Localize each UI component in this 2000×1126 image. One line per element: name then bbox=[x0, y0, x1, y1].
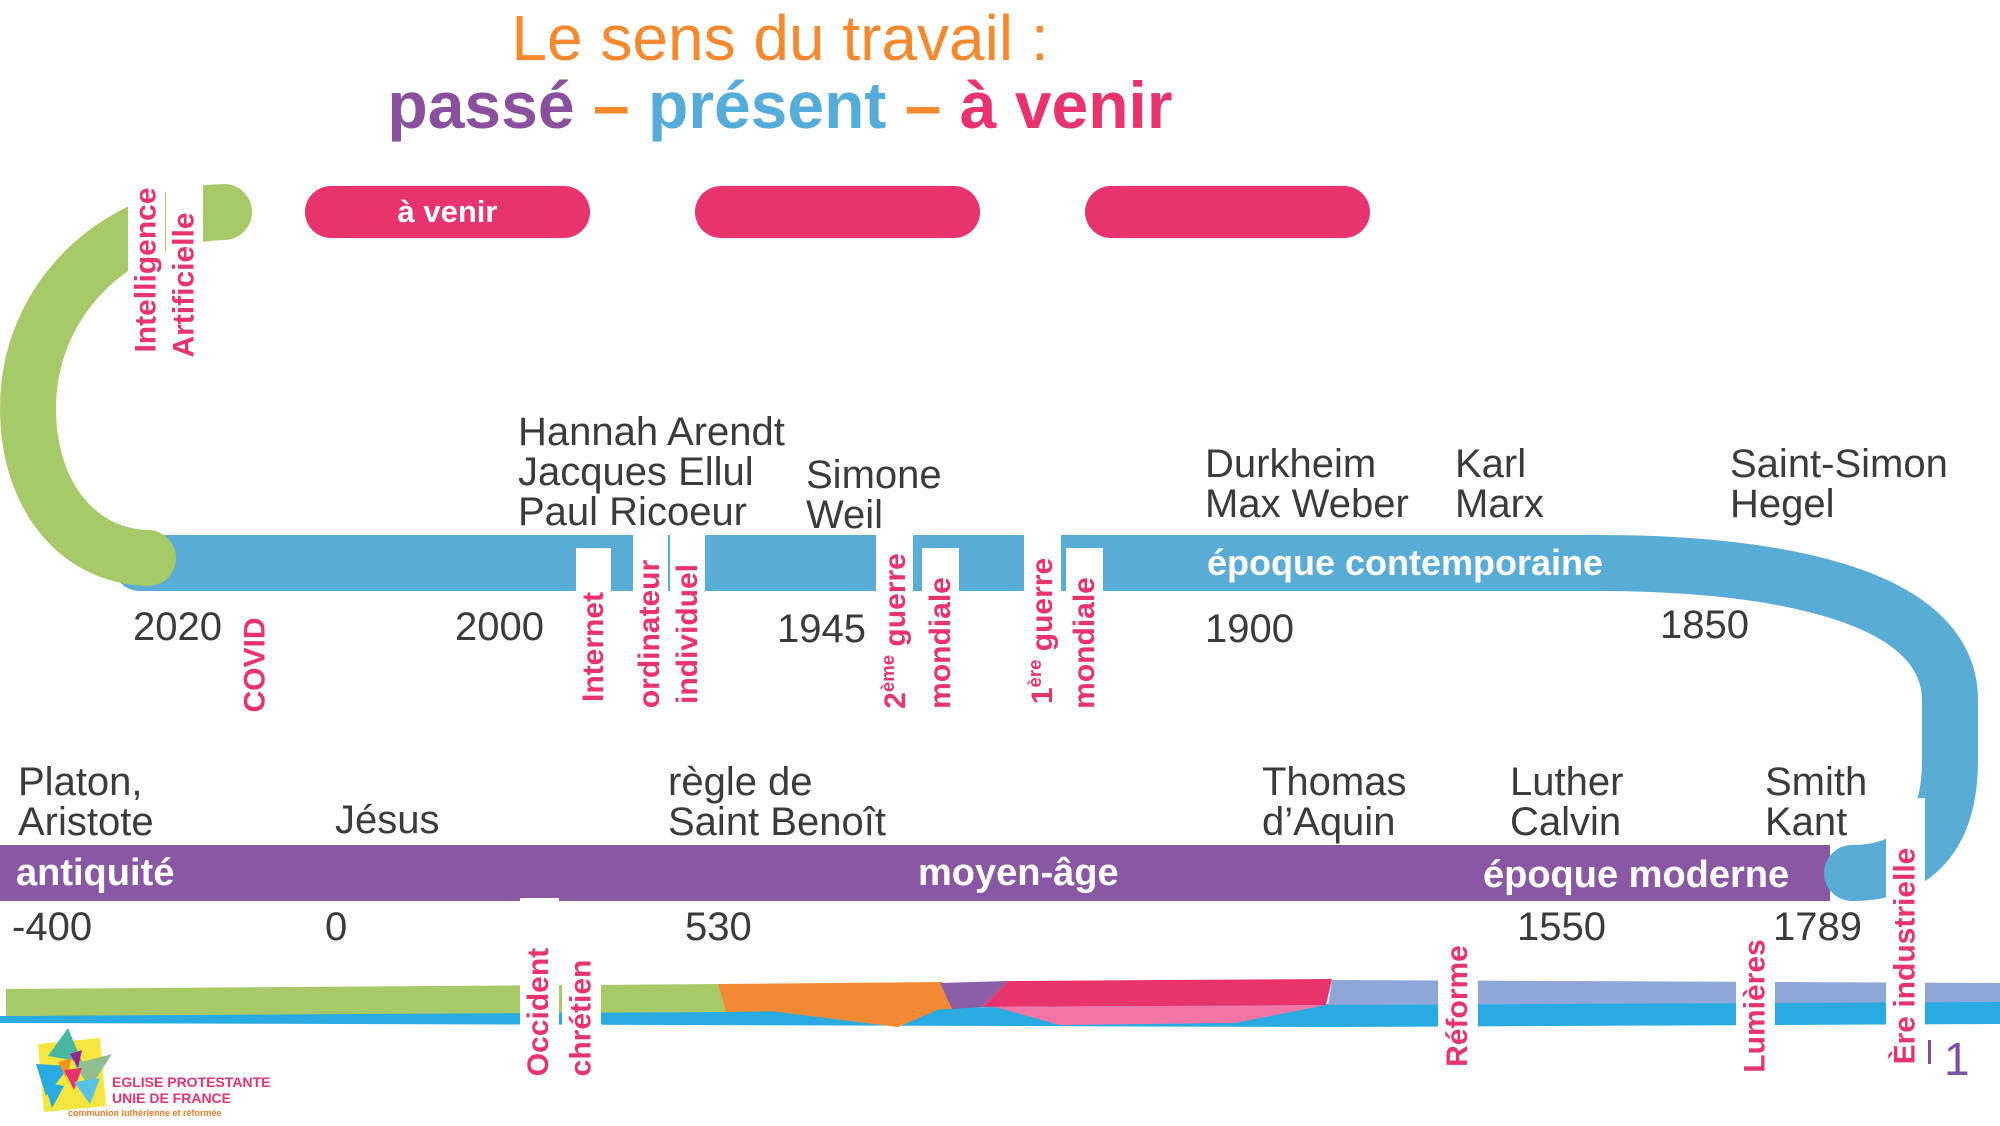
pill-a-venir-label: à venir bbox=[397, 194, 498, 229]
date-minus400: -400 bbox=[12, 905, 93, 949]
label-covid: COVID bbox=[237, 595, 274, 735]
thinkers-arendt-ellul-ricoeur: Hannah Arendt Jacques Ellul Paul Ricoeur bbox=[518, 410, 785, 534]
label-reforme: Réforme bbox=[1438, 912, 1478, 1100]
figure-jesus: Jésus bbox=[335, 798, 440, 842]
label-ere-industrielle: Ère industrielle bbox=[1886, 798, 1925, 1113]
pill-a-venir: à venir bbox=[305, 186, 590, 238]
era-contemporaine-label: époque contemporaine bbox=[1207, 542, 1604, 583]
era-moderne-label: époque moderne bbox=[1483, 854, 1790, 896]
figure-luther-calvin: Luther Calvin bbox=[1510, 760, 1624, 844]
title-future: à venir bbox=[959, 68, 1173, 142]
label-ww1-mondiale: mondiale bbox=[1066, 548, 1103, 738]
figure-thomas-daquin: Thomas d’Aquin bbox=[1262, 760, 1407, 844]
title-block: Le sens du travail : passé – présent – à… bbox=[0, 4, 1560, 138]
thinker-karl-marx: Karl Marx bbox=[1455, 442, 1544, 526]
figure-smith-kant: Smith Kant bbox=[1765, 760, 1868, 844]
ribbon-magenta-segment bbox=[982, 979, 1332, 1007]
label-intelligence: Intelligence bbox=[128, 155, 165, 385]
ribbon-purple-wedge bbox=[940, 981, 1008, 1009]
label-ordinateur: ordinateur bbox=[633, 528, 668, 740]
ribbon-lightpink-wedge bbox=[995, 1005, 1326, 1025]
title-sep1: – bbox=[592, 68, 630, 142]
date-530: 530 bbox=[685, 905, 752, 949]
ribbon-cyan-strip bbox=[0, 999, 2000, 1027]
page-number-separator bbox=[1928, 1040, 1931, 1064]
title-present: présent bbox=[647, 68, 887, 142]
figure-platon-aristote: Platon, Aristote bbox=[18, 760, 154, 844]
label-lumieres: Lumières bbox=[1736, 906, 1775, 1106]
label-artificielle: Artificielle bbox=[166, 180, 203, 390]
page-number: 1 bbox=[1944, 1033, 1970, 1085]
date-1945: 1945 bbox=[777, 607, 866, 651]
date-1850: 1850 bbox=[1660, 603, 1749, 647]
date-1900: 1900 bbox=[1205, 607, 1294, 651]
title-sep2: – bbox=[904, 68, 942, 142]
label-chretien: chrétien bbox=[562, 910, 601, 1126]
logo-text-line1: EGLISE PROTESTANTE bbox=[112, 1074, 271, 1090]
ribbon-periwinkle-segment bbox=[1328, 980, 2000, 1005]
label-occident: Occident bbox=[520, 898, 559, 1126]
ribbon-orange-segment bbox=[718, 982, 952, 1012]
label-individuel: individuel bbox=[670, 528, 705, 740]
page-title-line1: Le sens du travail : bbox=[511, 2, 1049, 74]
label-ww2-mondiale: mondiale bbox=[922, 548, 959, 738]
date-2020: 2020 bbox=[133, 605, 222, 649]
epudf-logo-icon bbox=[36, 1028, 112, 1112]
title-past: passé bbox=[387, 68, 575, 142]
date-1550: 1550 bbox=[1517, 905, 1606, 949]
era-moyen-age-label: moyen-âge bbox=[918, 852, 1119, 894]
thinker-saintsimon-hegel: Saint-Simon Hegel bbox=[1730, 442, 1948, 526]
era-antiquite-label: antiquité bbox=[16, 852, 175, 894]
label-ww1-guerre: 1ère guerre bbox=[1024, 524, 1061, 738]
date-0: 0 bbox=[325, 905, 348, 949]
thinker-durkheim-weber: Durkheim Max Weber bbox=[1205, 442, 1409, 526]
logo-tagline: communion luthérienne et réformée bbox=[68, 1108, 222, 1118]
label-ww2-guerre: 2ème guerre bbox=[876, 524, 913, 738]
date-1789: 1789 bbox=[1773, 905, 1862, 949]
thinker-simone-weil: Simone Weil bbox=[806, 453, 942, 537]
page-title-line2: passé – présent – à venir bbox=[0, 72, 1560, 138]
label-internet: Internet bbox=[576, 548, 611, 745]
ribbon-orange-wedge bbox=[770, 1009, 940, 1027]
date-2000: 2000 bbox=[455, 605, 544, 649]
figure-regle-saint-benoit: règle de Saint Benoît bbox=[668, 760, 886, 844]
logo-text-line2: UNIE DE FRANCE bbox=[112, 1090, 232, 1106]
pill-empty-2 bbox=[1085, 186, 1370, 238]
pill-empty-1 bbox=[695, 186, 980, 238]
purple-era-band bbox=[0, 845, 1830, 901]
